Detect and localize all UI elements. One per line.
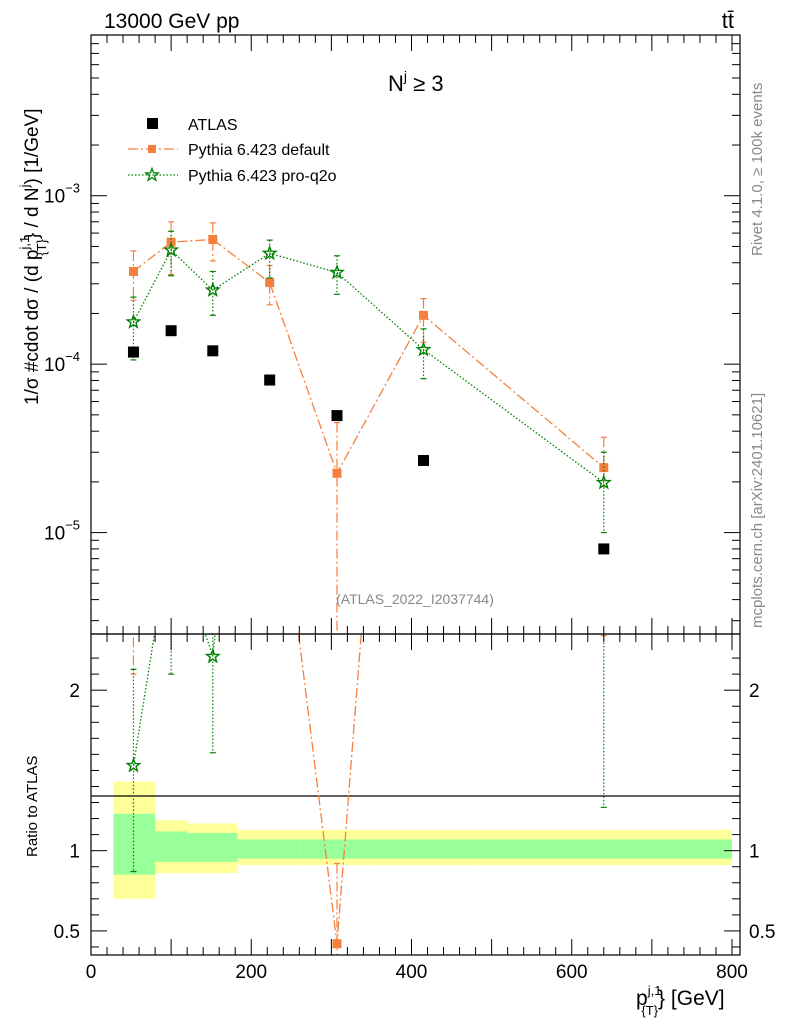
y-tick-label-base: 10 xyxy=(44,187,65,208)
ratio-band-stat xyxy=(299,839,376,859)
y-tick-label-exp: −4 xyxy=(65,349,80,364)
ratio-point xyxy=(204,647,221,664)
ratio-tick-label-left: 2 xyxy=(69,681,80,702)
ratio-axis-ticks: 2 2 1 1 0.5 0.5 0 200 400 600 800 xyxy=(54,634,775,983)
ratio-point xyxy=(167,469,176,478)
ratio-panel: 2 2 1 1 0.5 0.5 0 200 400 600 800 xyxy=(54,106,775,983)
rivet-label: Rivet 4.1.0, ≥ 100k events xyxy=(749,83,766,256)
main-panel: 10−310−410−5 xyxy=(44,34,741,635)
data-point xyxy=(125,313,142,329)
legend-entry-pythia-default: Pythia 6.423 default xyxy=(128,142,330,159)
mcplots-label: mcplots.cern.ch [arXiv:2401.10621] xyxy=(749,393,766,628)
data-point xyxy=(261,244,278,261)
data-point xyxy=(328,263,346,280)
data-point xyxy=(163,241,180,258)
atlas-data-point xyxy=(264,374,276,386)
ratio-band-stat xyxy=(187,833,238,862)
ratio-bands xyxy=(113,781,732,899)
atlas-data-point xyxy=(207,345,219,357)
ratio-band-stat xyxy=(237,839,300,859)
ratio-tick-label-right: 1 xyxy=(749,842,760,863)
ratio-point xyxy=(417,266,429,278)
ratio-point xyxy=(263,106,275,118)
legend-marker-pythia-default xyxy=(148,145,156,153)
legend-marker-atlas xyxy=(147,118,158,129)
data-point xyxy=(415,341,432,357)
y-axis-label: 1/σ #cdot dσ / (d pj,1 {T}} / d Nj) [1/Ge… xyxy=(17,108,49,405)
ratio-line-pythia-proq2o xyxy=(132,634,216,766)
legend: ATLAS Pythia 6.423 default Pythia 6.423 … xyxy=(128,117,337,185)
atlas-data-point xyxy=(165,325,177,337)
x-tick-label: 400 xyxy=(396,962,428,983)
ratio-band-stat xyxy=(113,813,156,875)
data-point xyxy=(595,474,612,490)
y-tick-label-exp: −3 xyxy=(65,181,80,196)
ratio-tick-label-right: 0.5 xyxy=(749,922,775,943)
ratio-point xyxy=(265,397,274,406)
main-axis-ticks: 10−310−410−5 xyxy=(44,35,740,634)
legend-marker-pythia-proq2o xyxy=(144,166,160,182)
y-tick-label-base: 10 xyxy=(44,524,65,545)
ratio-band-stat xyxy=(475,839,732,859)
data-point xyxy=(204,281,221,298)
atlas-data-point xyxy=(598,543,610,555)
data-point xyxy=(128,266,138,276)
y-tick-label-base: 10 xyxy=(44,355,65,376)
x-tick-label: 0 xyxy=(86,962,97,983)
ratio-frame xyxy=(90,633,741,956)
atlas-data-point xyxy=(331,410,343,422)
main-series-layer xyxy=(125,221,612,634)
series-line-pythia-default xyxy=(133,238,605,475)
ratio-series-layer xyxy=(125,106,610,955)
data-point xyxy=(419,310,429,320)
data-point xyxy=(265,278,275,288)
y-tick-label-exp: −5 xyxy=(65,518,80,533)
x-axis-label: pj,1 {T}} [GeV] xyxy=(636,983,725,1018)
y-tick-label: 10−5 xyxy=(44,518,80,545)
atlas-data-point xyxy=(127,346,139,358)
x-tick-label: 800 xyxy=(716,962,748,983)
ratio-y-axis-label: Ratio to ATLAS xyxy=(24,756,41,857)
data-point xyxy=(208,234,218,244)
legend-label-pythia-proq2o: Pythia 6.423 pro-q2o xyxy=(188,168,337,185)
legend-label-pythia-default: Pythia 6.423 default xyxy=(188,142,330,159)
ratio-tick-label-left: 0.5 xyxy=(54,922,80,943)
atlas-data-point xyxy=(418,454,430,466)
ratio-band-stat xyxy=(375,839,476,859)
series-line-pythia-proq2o xyxy=(132,249,605,484)
analysis-label: (ATLAS_2022_I2037744) xyxy=(336,591,494,607)
legend-entry-pythia-proq2o: Pythia 6.423 pro-q2o xyxy=(128,166,337,185)
legend-label-atlas: ATLAS xyxy=(188,117,238,134)
ratio-point xyxy=(598,611,610,623)
data-point xyxy=(332,468,342,478)
x-tick-label: 200 xyxy=(235,962,267,983)
y-tick-label: 10−4 xyxy=(44,349,80,376)
ratio-point xyxy=(332,939,342,949)
x-tick-label: 600 xyxy=(556,962,588,983)
ratio-point xyxy=(125,757,142,773)
legend-entry-atlas: ATLAS xyxy=(147,117,238,134)
process-label: 13000 GeV pp xyxy=(104,10,239,33)
ratio-point xyxy=(129,525,138,534)
ratio-tick-label-left: 1 xyxy=(69,842,80,863)
ratio-band-stat xyxy=(155,831,188,862)
y-tick-label: 10−3 xyxy=(44,181,80,208)
final-state-label: tt̄ xyxy=(722,8,734,33)
chart-title: Nj ≥ 3 xyxy=(388,68,444,96)
ratio-tick-label-right: 2 xyxy=(749,681,760,702)
ratio-point xyxy=(165,523,177,535)
